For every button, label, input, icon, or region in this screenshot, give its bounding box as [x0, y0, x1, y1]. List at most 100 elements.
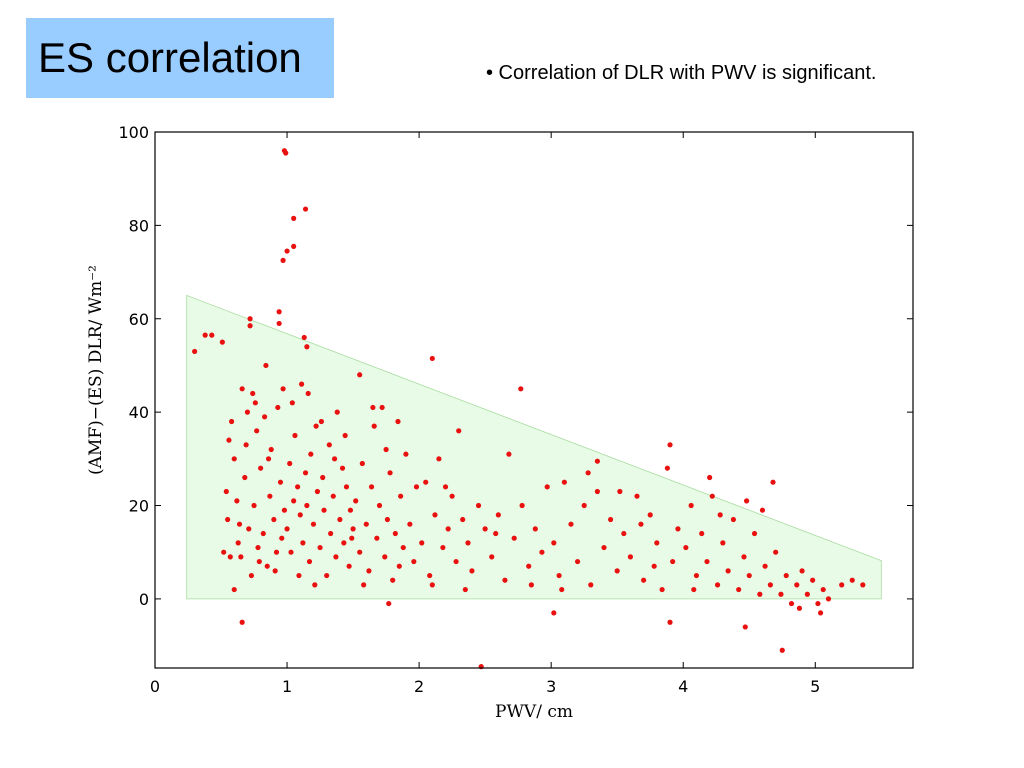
point — [244, 409, 251, 415]
point — [440, 544, 446, 551]
point — [627, 554, 634, 560]
point — [561, 479, 567, 485]
point — [647, 512, 653, 518]
point — [849, 577, 855, 583]
point — [337, 516, 343, 523]
point — [796, 605, 803, 611]
point — [384, 516, 391, 523]
point — [287, 460, 293, 467]
point — [281, 507, 288, 513]
point — [192, 348, 198, 355]
point — [526, 563, 532, 569]
point — [528, 582, 534, 588]
point — [654, 540, 660, 546]
point — [304, 344, 310, 350]
point — [411, 558, 417, 565]
point — [342, 432, 348, 439]
point — [396, 563, 402, 569]
point — [219, 339, 225, 345]
point — [617, 488, 623, 495]
point — [783, 572, 789, 579]
point — [675, 526, 681, 532]
point — [231, 456, 237, 462]
x-tick-label: 4 — [678, 677, 688, 696]
point — [321, 507, 327, 513]
point — [292, 432, 298, 439]
point — [357, 372, 363, 378]
point — [333, 554, 339, 560]
point — [746, 572, 752, 579]
point — [254, 428, 260, 434]
point — [693, 572, 700, 579]
point — [714, 582, 721, 588]
y-axis-label: (AMF)−(ES) DLR/ Wm⁻² — [86, 265, 106, 475]
point — [551, 540, 557, 546]
point — [398, 493, 404, 499]
point — [667, 442, 673, 448]
x-tick-label: 5 — [810, 677, 820, 696]
point — [284, 526, 290, 532]
point — [331, 456, 338, 462]
point — [667, 619, 673, 625]
point — [289, 400, 295, 406]
point — [280, 386, 286, 392]
point — [387, 470, 393, 476]
point — [820, 586, 826, 593]
point — [585, 470, 591, 476]
point — [209, 332, 215, 338]
point — [368, 484, 375, 490]
point — [279, 535, 285, 541]
point — [301, 334, 307, 341]
slide-title: ES correlation — [26, 18, 334, 98]
point — [581, 502, 587, 509]
point — [371, 423, 377, 429]
point — [559, 586, 565, 593]
plot-frame — [154, 131, 914, 669]
point — [664, 465, 670, 471]
point — [551, 610, 557, 616]
point — [243, 442, 249, 448]
point — [429, 355, 435, 362]
point — [453, 558, 459, 565]
point — [825, 596, 832, 602]
point — [717, 512, 723, 518]
point — [482, 526, 488, 532]
point — [363, 521, 369, 527]
x-tick-label: 0 — [150, 677, 160, 696]
point — [310, 521, 317, 527]
point — [339, 465, 346, 471]
point — [298, 381, 305, 387]
point — [506, 451, 512, 457]
point — [574, 558, 581, 565]
point — [594, 488, 600, 495]
point — [247, 316, 253, 322]
x-tick-label: 1 — [282, 677, 292, 696]
point — [588, 582, 594, 588]
point — [239, 386, 245, 392]
point — [264, 563, 270, 569]
point — [725, 568, 731, 574]
point — [395, 418, 401, 425]
point — [376, 502, 383, 509]
point — [227, 554, 233, 560]
point — [839, 582, 845, 588]
point — [383, 446, 389, 453]
point — [794, 582, 800, 588]
point — [256, 558, 262, 565]
point — [346, 563, 352, 569]
point — [302, 470, 309, 476]
point — [304, 502, 310, 509]
point — [382, 554, 388, 560]
point — [300, 540, 306, 546]
point — [251, 502, 257, 509]
point — [280, 257, 286, 263]
point — [267, 493, 273, 499]
point — [238, 554, 244, 560]
point — [347, 507, 354, 513]
point — [353, 498, 359, 504]
point — [268, 446, 274, 453]
point — [762, 563, 768, 569]
y-tick-label: 40 — [129, 403, 149, 422]
point — [778, 591, 784, 597]
point — [594, 458, 600, 464]
